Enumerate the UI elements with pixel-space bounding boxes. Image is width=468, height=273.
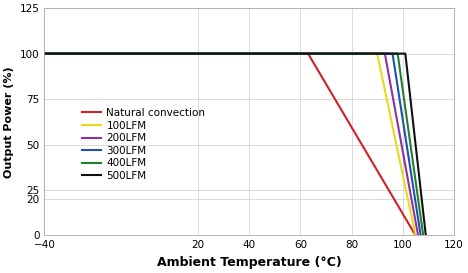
Natural convection [413,234,418,237]
200LFM [382,52,388,55]
Line: 500LFM: 500LFM [44,54,426,235]
500LFM [42,52,47,55]
500LFM [423,234,429,237]
X-axis label: Ambient Temperature (°C): Ambient Temperature (°C) [157,256,342,269]
100LFM [413,234,418,237]
400LFM [42,52,47,55]
100LFM [42,52,47,55]
200LFM [42,52,47,55]
Y-axis label: Output Power (%): Output Power (%) [4,66,14,178]
Legend: Natural convection, 100LFM, 200LFM, 300LFM, 400LFM, 500LFM: Natural convection, 100LFM, 200LFM, 300L… [78,104,210,185]
100LFM [374,52,380,55]
300LFM [418,234,424,237]
Line: 200LFM: 200LFM [44,54,418,235]
300LFM [42,52,47,55]
Natural convection [42,52,47,55]
Line: Natural convection: Natural convection [44,54,416,235]
Line: 400LFM: 400LFM [44,54,423,235]
Line: 300LFM: 300LFM [44,54,421,235]
Line: 100LFM: 100LFM [44,54,416,235]
400LFM [420,234,426,237]
500LFM [402,52,408,55]
200LFM [415,234,421,237]
Natural convection [305,52,311,55]
300LFM [390,52,395,55]
400LFM [395,52,401,55]
